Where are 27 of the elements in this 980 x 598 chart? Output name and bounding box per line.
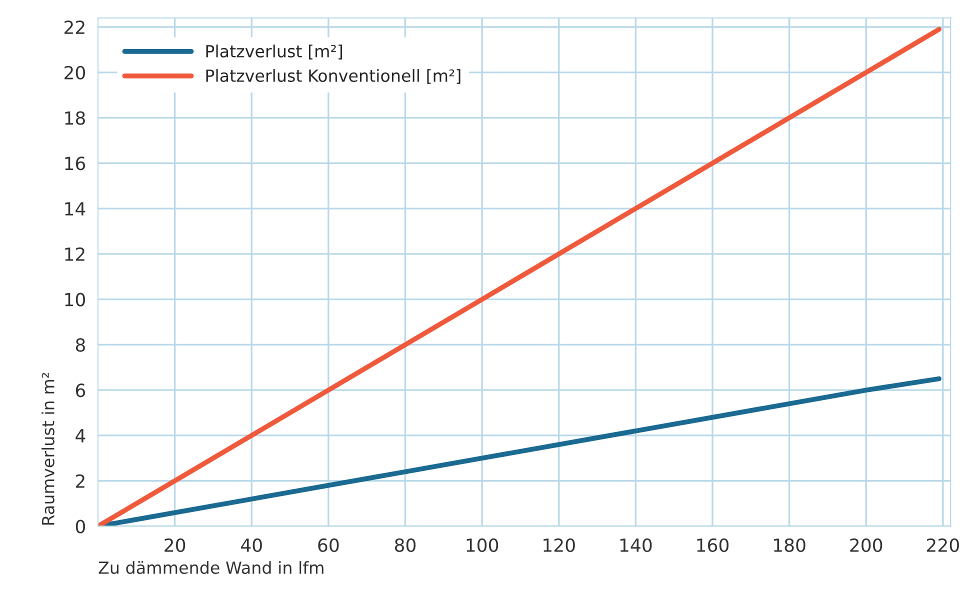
y-tick-label: 6 — [76, 384, 86, 398]
y-axis-title: Raumverlust in m² — [42, 372, 54, 525]
y-tick-label: 10 — [65, 292, 85, 306]
x-tick-label: 160 — [697, 538, 729, 552]
y-tick-label: 4 — [76, 429, 86, 442]
legend-label: Platzverlust Konventionell [m²] — [206, 69, 460, 84]
y-tick-label: 0 — [76, 520, 85, 534]
x-tick-label: 120 — [544, 538, 575, 552]
x-tick-label: 20 — [164, 538, 186, 552]
y-tick-label: 8 — [76, 338, 85, 352]
y-tick-label: 12 — [65, 247, 84, 261]
x-tick-label: 100 — [466, 538, 498, 552]
x-tick-label: 220 — [927, 538, 959, 552]
y-tick-label: 20 — [64, 66, 85, 80]
x-axis-title: Zu dämmende Wand in lfm — [98, 561, 324, 574]
x-tick-label: 180 — [774, 538, 806, 552]
y-tick-label: 14 — [65, 202, 86, 216]
x-tick-label: 60 — [318, 538, 339, 552]
x-tick-label: 80 — [394, 538, 416, 552]
x-tick-label: 140 — [620, 538, 652, 552]
x-tick-label: 40 — [241, 538, 262, 552]
y-tick-label: 16 — [65, 156, 86, 170]
y-tick-label: 2 — [76, 474, 84, 488]
legend-label: Platzverlust [m²] — [206, 44, 342, 60]
x-tick-label: 200 — [850, 538, 882, 552]
y-tick-label: 18 — [65, 111, 85, 125]
y-tick-label: 22 — [64, 20, 84, 34]
